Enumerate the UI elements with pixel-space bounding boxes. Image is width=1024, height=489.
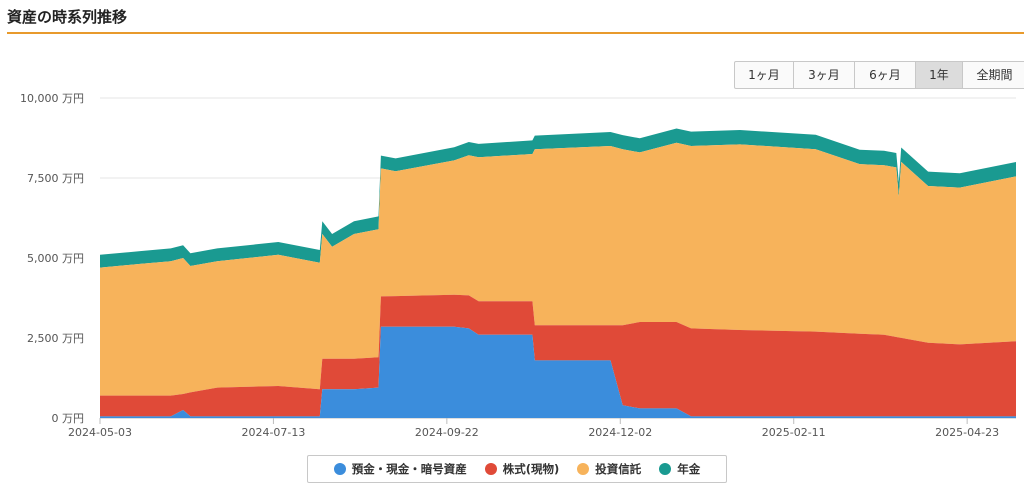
x-tick-label: 2024-07-13	[241, 426, 305, 439]
legend-label-pension: 年金	[677, 462, 701, 476]
legend-swatch-pension	[659, 463, 672, 475]
legend-label-fund: 投資信託	[595, 462, 642, 476]
legend-swatch-deposit	[333, 463, 346, 475]
y-tick-label: 10,000 万円	[20, 92, 84, 105]
range-button-all-period[interactable]: 全期間	[976, 68, 1013, 82]
legend-item-pension[interactable]: 年金	[659, 461, 700, 477]
asset-area-chart: 0 万円 2,500 万円 5,000 万円 7,500 万円 10,000 万円 202…	[20, 92, 1016, 439]
area-pension	[100, 128, 1016, 268]
range-button-3-months[interactable]: 3ヶ月	[794, 62, 855, 88]
chart-legend: 預金・現金・暗号資産 株式(現物) 投資信託 年金	[307, 455, 727, 483]
x-tick-label: 2024-12-02	[588, 426, 652, 439]
y-tick-label: 7,500 万円	[27, 172, 84, 185]
area-deposit	[100, 326, 1016, 418]
range-button-6-months[interactable]: 6ヶ月	[855, 62, 916, 88]
legend-swatch-stock	[484, 463, 497, 475]
x-tick-label: 2024-05-03	[68, 426, 132, 439]
area-fund	[100, 142, 1016, 396]
y-tick-label: 5,000 万円	[27, 252, 84, 265]
legend-swatch-fund	[577, 463, 590, 475]
legend-label-deposit: 預金・現金・暗号資産	[351, 462, 467, 476]
range-button-1-year[interactable]: 1年	[916, 62, 963, 88]
range-button-1-month[interactable]: 1ヶ月	[735, 62, 794, 88]
x-tick-label: 2025-02-11	[762, 426, 826, 439]
legend-item-stock[interactable]: 株式(現物)	[484, 461, 560, 477]
y-tick-label: 2,500 万円	[27, 332, 84, 345]
legend-item-deposit[interactable]: 預金・現金・暗号資産	[333, 461, 467, 477]
area-stock	[100, 294, 1016, 417]
title-underline	[7, 32, 1024, 34]
legend-item-fund[interactable]: 投資信託	[577, 461, 641, 477]
page-title: 資産の時系列推移	[7, 8, 128, 26]
range-selector: 1ヶ月 3ヶ月 6ヶ月 1年 全期間	[734, 61, 1024, 89]
legend-label-stock: 株式(現物)	[502, 462, 560, 476]
y-tick-label: 0 万円	[52, 412, 85, 425]
x-tick-label: 2025-04-23	[935, 426, 999, 439]
x-tick-label: 2024-09-22	[415, 426, 479, 439]
